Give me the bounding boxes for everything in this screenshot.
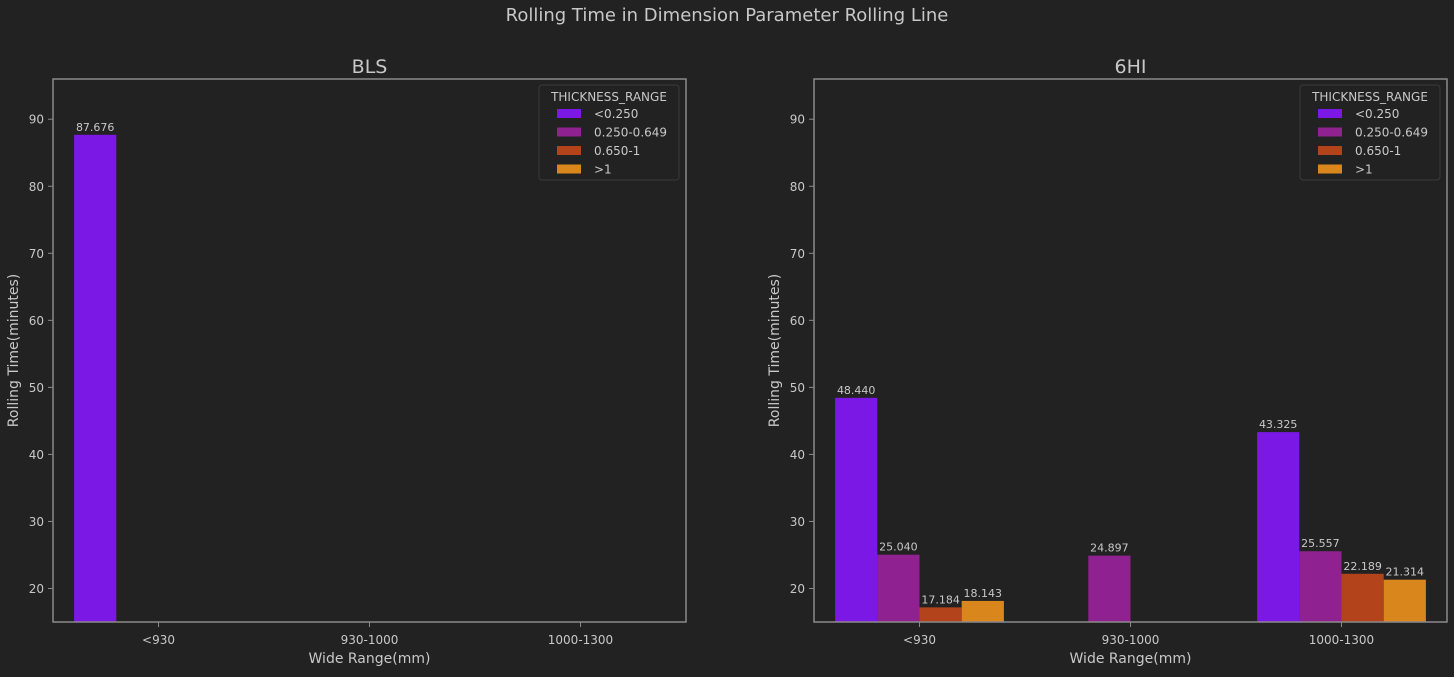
x-tick-label: 930-1000	[1102, 633, 1160, 647]
y-tick-label: 40	[29, 448, 44, 462]
y-tick-label: 40	[790, 448, 805, 462]
legend-entry-label: <0.250	[594, 107, 638, 121]
legend-entry-label: >1	[1355, 163, 1373, 177]
y-tick-label: 60	[790, 314, 805, 328]
y-tick-label: 30	[790, 515, 805, 529]
bar-value-label: 25.557	[1301, 537, 1340, 550]
bar	[1341, 573, 1384, 622]
bar	[877, 554, 920, 622]
bar	[919, 607, 962, 622]
legend-swatch	[1318, 127, 1342, 137]
y-tick-label: 80	[790, 180, 805, 194]
chart-panel-1: 87.676 20 30 40 50 60 70 80 90 <930 930-1000 1000-1…	[6, 56, 687, 667]
legend-entry-label: 0.250-0.649	[1355, 126, 1428, 140]
bar	[1299, 551, 1342, 622]
bar-value-label: 17.184	[921, 593, 960, 606]
legend-swatch	[557, 109, 581, 118]
legend-entry-label: >1	[594, 163, 612, 177]
y-tick-label: 90	[790, 113, 805, 127]
legend-title: THICKNESS_RANGE	[1311, 90, 1428, 104]
legend-entry-label: 0.250-0.649	[594, 126, 667, 140]
bar-value-label: 24.897	[1090, 542, 1129, 555]
y-tick-label: 60	[29, 314, 44, 328]
legend-swatch	[1318, 146, 1342, 155]
y-tick-label: 20	[29, 582, 44, 596]
bar	[1088, 555, 1131, 622]
legend-entry-label: <0.250	[1355, 107, 1399, 121]
legend-swatch	[557, 127, 581, 137]
y-tick-label: 90	[29, 113, 44, 127]
x-tick-label: 1000-1300	[1309, 633, 1374, 647]
figure-suptitle: Rolling Time in Dimension Parameter Roll…	[506, 5, 949, 26]
x-axis-label: Wide Range(mm)	[309, 651, 431, 667]
legend-entry-label: 0.650-1	[594, 144, 640, 158]
bar	[1257, 432, 1300, 622]
bar-value-label: 87.676	[76, 121, 115, 134]
chart-panel-2: 48.440 43.325 25.040 24.897 25.557 17.184 22.1…	[767, 56, 1448, 667]
bar-value-label: 22.189	[1343, 560, 1382, 573]
legend: THICKNESS_RANGE <0.250 0.250-0.649 0.650-1 >…	[538, 84, 680, 181]
chart-title: BLS	[352, 56, 388, 78]
legend-title: THICKNESS_RANGE	[550, 90, 667, 104]
x-tick-label: <930	[142, 633, 175, 647]
legend-swatch	[1318, 164, 1342, 174]
y-tick-label: 20	[790, 582, 805, 596]
y-axis-label: Rolling Time(minutes)	[767, 274, 783, 427]
bar	[1383, 579, 1426, 622]
y-tick-label: 70	[29, 247, 44, 261]
bar	[961, 600, 1004, 622]
y-tick-label: 50	[29, 381, 44, 395]
x-axis-label: Wide Range(mm)	[1070, 651, 1192, 667]
legend-box	[1299, 84, 1441, 181]
bar-value-label: 18.143	[964, 587, 1003, 600]
y-tick-label: 70	[790, 247, 805, 261]
bar-value-label: 43.325	[1259, 418, 1298, 431]
legend-swatch	[557, 164, 581, 174]
legend-box	[538, 84, 680, 181]
bar-value-label: 21.314	[1386, 566, 1425, 579]
legend: THICKNESS_RANGE <0.250 0.250-0.649 0.650-1 >…	[1299, 84, 1441, 181]
bar-value-label: 48.440	[837, 384, 876, 397]
y-axis-label: Rolling Time(minutes)	[6, 274, 22, 427]
x-tick-label: 930-1000	[341, 633, 399, 647]
y-tick-label: 50	[790, 381, 805, 395]
legend-swatch	[557, 146, 581, 155]
legend-entry-label: 0.650-1	[1355, 144, 1401, 158]
x-tick-label: 1000-1300	[548, 633, 613, 647]
bar-value-label: 25.040	[879, 541, 918, 554]
legend-swatch	[1318, 109, 1342, 118]
bar	[835, 397, 878, 622]
y-tick-label: 30	[29, 515, 44, 529]
bar	[74, 134, 117, 623]
chart-title: 6HI	[1115, 56, 1147, 78]
y-tick-label: 80	[29, 180, 44, 194]
x-tick-label: <930	[903, 633, 936, 647]
